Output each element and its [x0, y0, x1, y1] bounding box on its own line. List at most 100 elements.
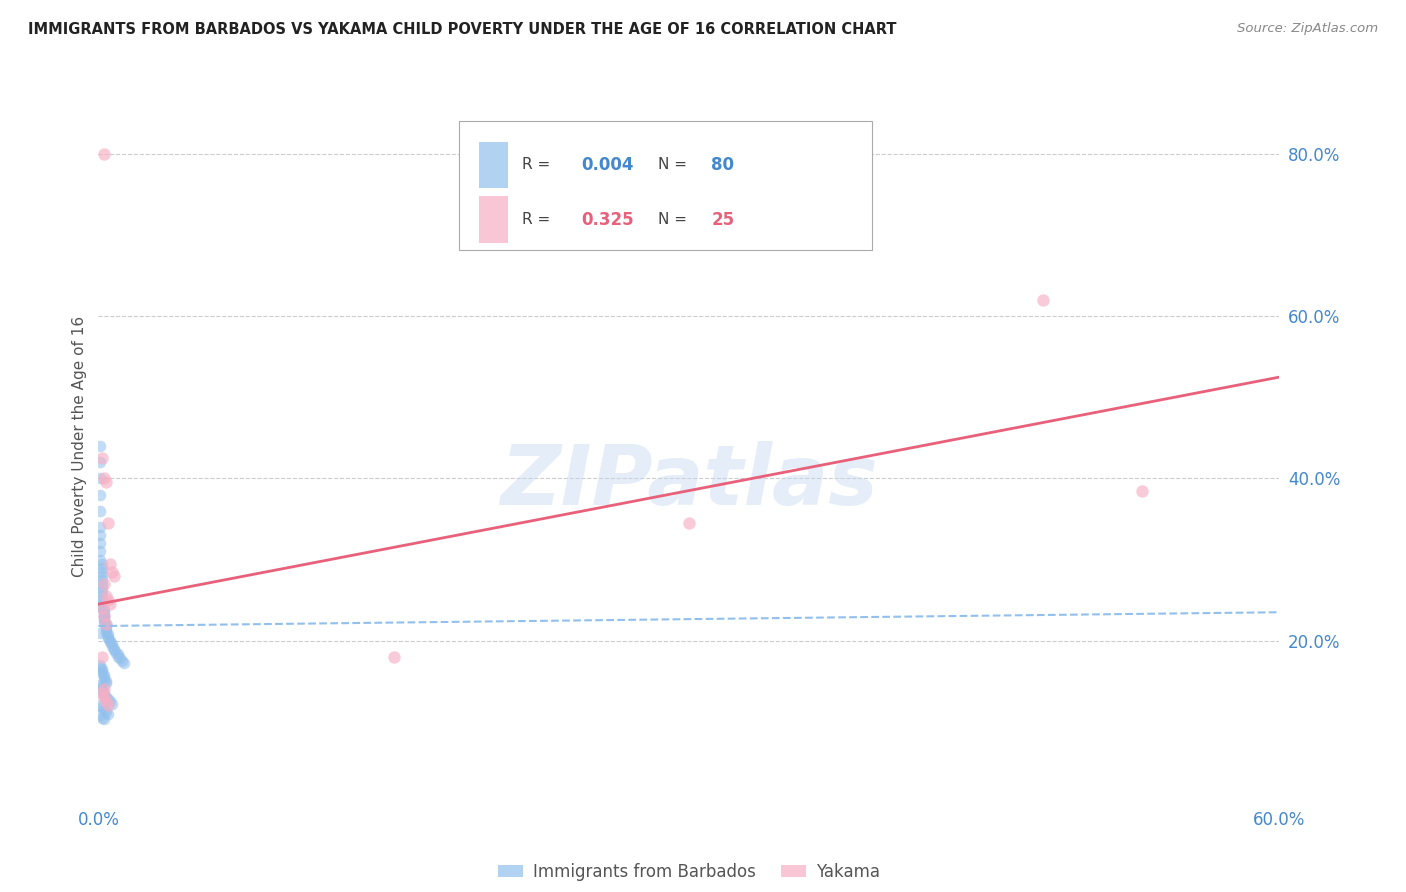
- Point: [101, 697, 124, 711]
- Point: [382, 649, 405, 664]
- Point: [91, 649, 114, 664]
- Text: R =: R =: [523, 212, 555, 227]
- Text: N =: N =: [658, 212, 692, 227]
- Point: [91, 686, 114, 700]
- Point: [105, 646, 128, 660]
- Point: [89, 471, 111, 485]
- Point: [96, 619, 118, 633]
- Point: [96, 674, 118, 689]
- Point: [96, 690, 118, 705]
- Point: [107, 649, 129, 664]
- Point: [112, 657, 135, 671]
- Point: [89, 504, 111, 518]
- Point: [89, 552, 111, 566]
- Point: [91, 560, 114, 574]
- Y-axis label: Child Poverty Under the Age of 16: Child Poverty Under the Age of 16: [72, 316, 87, 576]
- Point: [93, 689, 115, 703]
- Point: [111, 654, 134, 668]
- Point: [93, 673, 115, 687]
- Point: [96, 617, 118, 632]
- Point: [103, 641, 125, 656]
- Point: [93, 603, 115, 617]
- Point: [91, 589, 114, 603]
- Point: [91, 451, 114, 466]
- Point: [1032, 293, 1054, 307]
- Text: Source: ZipAtlas.com: Source: ZipAtlas.com: [1237, 22, 1378, 36]
- Point: [89, 657, 111, 672]
- Point: [91, 585, 114, 599]
- Point: [91, 662, 114, 676]
- Point: [91, 599, 114, 614]
- Point: [89, 455, 111, 469]
- FancyBboxPatch shape: [478, 196, 508, 243]
- Point: [96, 622, 118, 636]
- Point: [96, 475, 118, 490]
- Point: [101, 637, 124, 651]
- Point: [93, 577, 115, 591]
- Point: [89, 708, 111, 723]
- Point: [91, 573, 114, 587]
- Point: [91, 666, 114, 681]
- Point: [93, 607, 115, 622]
- Point: [96, 705, 118, 719]
- Text: N =: N =: [658, 157, 692, 172]
- Point: [98, 635, 121, 649]
- Point: [96, 694, 118, 708]
- Text: R =: R =: [523, 157, 555, 172]
- Point: [89, 659, 111, 673]
- Point: [97, 630, 120, 644]
- Point: [91, 601, 114, 615]
- Point: [97, 698, 120, 713]
- Point: [93, 147, 115, 161]
- Point: [93, 686, 115, 700]
- Point: [89, 625, 111, 640]
- Point: [91, 700, 114, 714]
- Point: [97, 516, 120, 530]
- Point: [89, 439, 111, 453]
- Point: [93, 609, 115, 624]
- Point: [89, 678, 111, 692]
- Point: [91, 601, 114, 615]
- Point: [93, 670, 115, 684]
- Point: [89, 488, 111, 502]
- Point: [91, 565, 114, 579]
- Point: [97, 631, 120, 645]
- Point: [107, 648, 129, 662]
- Text: 25: 25: [711, 211, 734, 228]
- Point: [97, 692, 120, 706]
- Point: [93, 712, 115, 726]
- Point: [89, 698, 111, 713]
- Point: [98, 694, 121, 708]
- Point: [93, 471, 115, 485]
- Point: [91, 601, 114, 615]
- FancyBboxPatch shape: [478, 142, 508, 188]
- Point: [103, 643, 125, 657]
- Point: [93, 702, 115, 716]
- Point: [96, 624, 118, 638]
- Point: [96, 625, 118, 640]
- Text: IMMIGRANTS FROM BARBADOS VS YAKAMA CHILD POVERTY UNDER THE AGE OF 16 CORRELATION: IMMIGRANTS FROM BARBADOS VS YAKAMA CHILD…: [28, 22, 897, 37]
- Text: 0.325: 0.325: [582, 211, 634, 228]
- Point: [93, 605, 115, 619]
- Point: [93, 615, 115, 630]
- Legend: Immigrants from Barbados, Yakama: Immigrants from Barbados, Yakama: [491, 856, 887, 888]
- Point: [98, 557, 121, 571]
- Point: [97, 706, 120, 721]
- Point: [91, 682, 114, 697]
- Point: [98, 597, 121, 611]
- Point: [96, 617, 118, 632]
- Point: [97, 593, 120, 607]
- Point: [89, 544, 111, 558]
- Point: [91, 593, 114, 607]
- Point: [91, 568, 114, 582]
- Point: [89, 520, 111, 534]
- Point: [1130, 483, 1153, 498]
- Point: [98, 633, 121, 648]
- Point: [89, 528, 111, 542]
- Point: [93, 682, 115, 697]
- Point: [93, 611, 115, 625]
- Point: [101, 640, 124, 654]
- Point: [96, 675, 118, 690]
- Point: [108, 651, 131, 665]
- FancyBboxPatch shape: [458, 121, 872, 250]
